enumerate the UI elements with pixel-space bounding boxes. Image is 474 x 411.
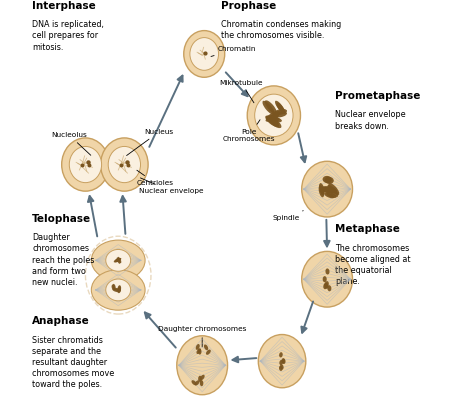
Ellipse shape	[265, 100, 277, 114]
Ellipse shape	[100, 138, 148, 191]
Ellipse shape	[177, 336, 228, 395]
Text: Nuclear envelope: Nuclear envelope	[139, 178, 204, 194]
Ellipse shape	[325, 281, 329, 287]
Text: Daughter
chromosomes
reach the poles
and form two
new nuclei.: Daughter chromosomes reach the poles and…	[32, 233, 95, 287]
Ellipse shape	[112, 284, 116, 289]
Ellipse shape	[319, 185, 324, 197]
Text: Prometaphase: Prometaphase	[335, 91, 421, 101]
Ellipse shape	[323, 176, 332, 183]
Ellipse shape	[206, 349, 211, 355]
Ellipse shape	[265, 113, 280, 122]
Ellipse shape	[195, 380, 200, 386]
Ellipse shape	[184, 30, 225, 77]
Ellipse shape	[117, 257, 120, 264]
Text: Nucleus: Nucleus	[127, 129, 174, 155]
Text: DNA is replicated,
cell prepares for
mitosis.: DNA is replicated, cell prepares for mit…	[32, 21, 104, 51]
Ellipse shape	[328, 185, 338, 197]
Ellipse shape	[328, 183, 339, 195]
Ellipse shape	[198, 376, 202, 382]
Text: Centrioles: Centrioles	[137, 170, 173, 186]
Ellipse shape	[324, 193, 335, 199]
Ellipse shape	[268, 117, 282, 122]
Text: Daughter chromosomes: Daughter chromosomes	[158, 326, 246, 347]
Text: The chromosomes
become aligned at
the equatorial
plane.: The chromosomes become aligned at the eq…	[335, 244, 411, 286]
Ellipse shape	[279, 360, 283, 365]
Text: Interphase: Interphase	[32, 1, 96, 11]
Ellipse shape	[265, 115, 279, 127]
Text: Spindle: Spindle	[273, 211, 303, 221]
Text: Nuclear envelope
breaks down.: Nuclear envelope breaks down.	[335, 111, 406, 131]
Ellipse shape	[204, 344, 208, 350]
Ellipse shape	[196, 344, 200, 350]
Ellipse shape	[323, 276, 327, 282]
Ellipse shape	[319, 186, 335, 194]
Ellipse shape	[325, 177, 334, 184]
Ellipse shape	[327, 285, 331, 291]
Text: Pole
Chromosomes: Pole Chromosomes	[223, 120, 275, 142]
Ellipse shape	[322, 186, 337, 193]
Ellipse shape	[275, 101, 284, 112]
Text: Prophase: Prophase	[220, 1, 276, 11]
Ellipse shape	[118, 286, 121, 293]
Ellipse shape	[282, 358, 285, 363]
Text: Chromatin: Chromatin	[211, 46, 256, 56]
Ellipse shape	[196, 349, 201, 354]
Ellipse shape	[326, 268, 329, 275]
Ellipse shape	[274, 109, 287, 115]
Ellipse shape	[111, 285, 115, 290]
Ellipse shape	[319, 183, 325, 195]
Ellipse shape	[263, 101, 274, 115]
Ellipse shape	[106, 249, 131, 271]
Ellipse shape	[114, 258, 120, 263]
Ellipse shape	[116, 258, 120, 262]
Ellipse shape	[267, 117, 282, 128]
Text: Chromatin condenses making
the chromosomes visible.: Chromatin condenses making the chromosom…	[220, 21, 341, 40]
Ellipse shape	[91, 240, 145, 281]
Ellipse shape	[106, 279, 131, 301]
Ellipse shape	[326, 192, 337, 198]
Ellipse shape	[115, 258, 119, 262]
Ellipse shape	[276, 103, 285, 114]
Ellipse shape	[113, 288, 121, 291]
Text: Mikrotubule: Mikrotubule	[219, 80, 263, 103]
Ellipse shape	[266, 111, 281, 120]
Text: Nucleolus: Nucleolus	[51, 132, 91, 155]
Ellipse shape	[302, 252, 353, 307]
Text: Telophase: Telophase	[32, 214, 91, 224]
Ellipse shape	[62, 138, 109, 191]
Text: Sister chromatids
separate and the
resultant daughter
chromosomes move
toward th: Sister chromatids separate and the resul…	[32, 336, 114, 389]
Ellipse shape	[247, 86, 301, 145]
Ellipse shape	[200, 380, 203, 386]
Ellipse shape	[118, 257, 121, 263]
Ellipse shape	[274, 111, 287, 118]
Ellipse shape	[302, 161, 353, 217]
Ellipse shape	[190, 37, 219, 70]
Ellipse shape	[108, 146, 140, 182]
Ellipse shape	[323, 283, 328, 289]
Ellipse shape	[198, 349, 201, 355]
Text: Anaphase: Anaphase	[32, 316, 90, 326]
Ellipse shape	[279, 352, 283, 358]
Ellipse shape	[191, 380, 197, 385]
Ellipse shape	[200, 375, 205, 380]
Ellipse shape	[91, 270, 145, 310]
Ellipse shape	[282, 359, 285, 364]
Ellipse shape	[112, 289, 120, 292]
Ellipse shape	[280, 364, 283, 369]
Ellipse shape	[258, 335, 306, 388]
Ellipse shape	[255, 94, 293, 136]
Ellipse shape	[69, 146, 101, 182]
Ellipse shape	[279, 366, 283, 371]
Ellipse shape	[115, 258, 121, 262]
Text: Metaphase: Metaphase	[335, 224, 400, 234]
Ellipse shape	[118, 285, 121, 292]
Ellipse shape	[324, 283, 328, 289]
Ellipse shape	[266, 115, 280, 121]
